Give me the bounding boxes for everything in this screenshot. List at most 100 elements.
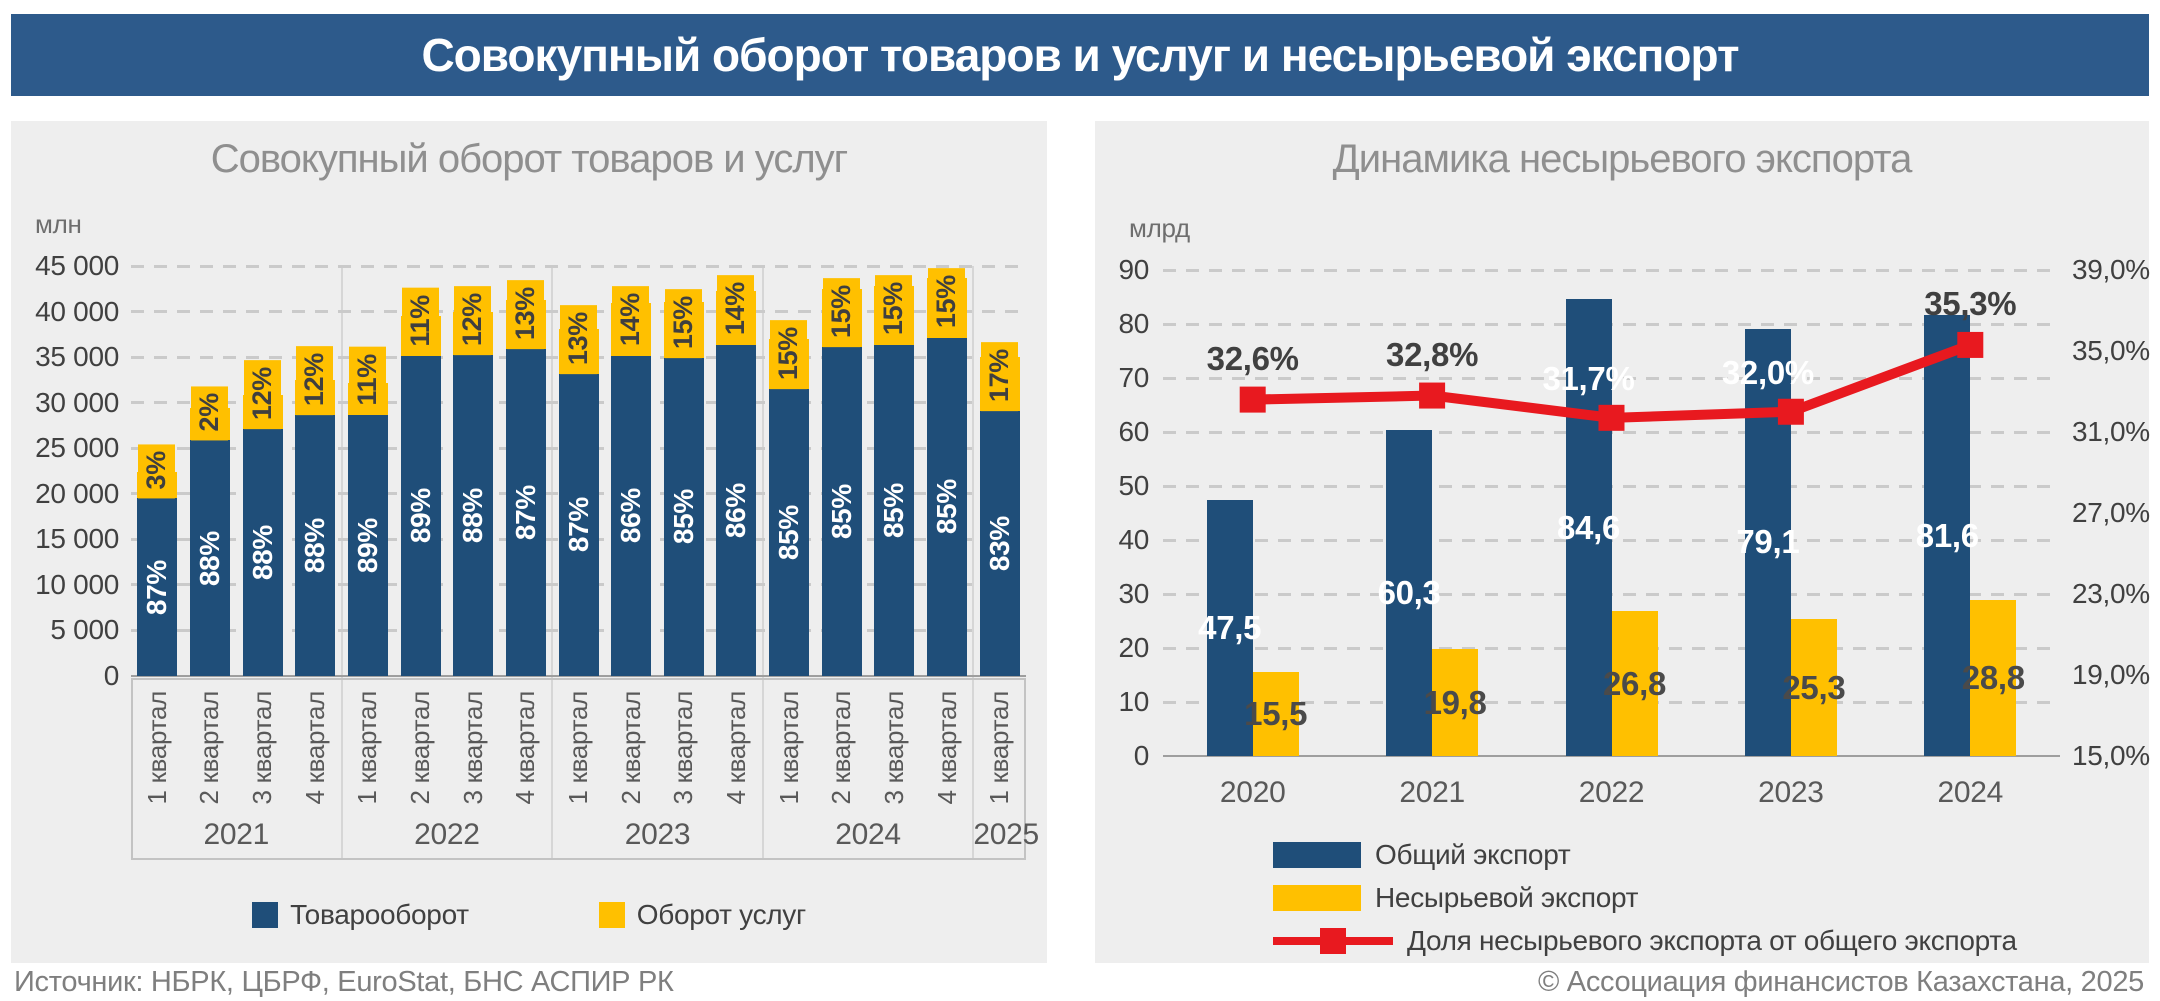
stacked-bar-2021-2: 88% bbox=[189, 408, 230, 676]
services-share-label: 12% bbox=[296, 346, 334, 416]
noncommodity-export-bar-2023: 25,3 bbox=[1782, 619, 1846, 756]
y-axis-tick-label: 25 000 bbox=[35, 432, 119, 464]
y-axis-tick-label: 15 000 bbox=[35, 523, 119, 555]
goods-segment: 88% bbox=[190, 440, 230, 676]
category-label-2021: 2021 bbox=[1399, 776, 1465, 809]
quarter-label-cell: 3 квартал bbox=[236, 684, 289, 812]
y-axis-tick-label: 5 000 bbox=[50, 614, 119, 646]
quarter-label-cell: 1 квартал bbox=[342, 684, 395, 812]
legend-swatch bbox=[598, 902, 625, 928]
year-group-separator bbox=[761, 266, 764, 860]
share-value-label: 35,3% bbox=[1924, 284, 2017, 322]
legend-line-marker bbox=[1320, 928, 1346, 954]
right-axis-tick-label: 35,0% bbox=[2072, 335, 2150, 366]
stacked-bar-2021-3: 88% bbox=[242, 395, 283, 676]
quarter-label-cell: 1 квартал bbox=[552, 684, 605, 812]
goods-share-label: 87% bbox=[141, 559, 173, 615]
export-unit-label: млрд bbox=[1129, 213, 1190, 243]
quarter-label: 2 квартал bbox=[826, 691, 857, 805]
quarter-label-cell: 4 квартал bbox=[500, 684, 553, 812]
source-note: Источник: НБРК, ЦБРФ, EuroStat, БНС АСПИ… bbox=[14, 966, 674, 998]
year-label-2023: 2023 bbox=[624, 818, 691, 851]
quarter-label: 3 квартал bbox=[457, 691, 488, 805]
gridline bbox=[1163, 322, 2060, 326]
right-axis-tick-label: 31,0% bbox=[2072, 416, 2150, 447]
services-share-label: 11% bbox=[401, 288, 439, 356]
quarter-label-cell: 3 квартал bbox=[868, 684, 921, 812]
left-axis-tick-label: 80 bbox=[1118, 308, 1149, 339]
turnover-unit-label: млн bbox=[35, 209, 82, 239]
export-chart-panel: Динамика несырьевого экспорта млрд 47,5 1… bbox=[1095, 121, 2150, 963]
quarter-label-cell: 2 квартал bbox=[605, 684, 658, 812]
services-share-label: 14% bbox=[717, 275, 755, 345]
legend-label: Общий экспорт bbox=[1375, 839, 1571, 870]
services-share-label: 15% bbox=[664, 288, 702, 358]
category-label-2020: 2020 bbox=[1219, 776, 1286, 809]
quarter-label: 4 квартал bbox=[931, 691, 962, 805]
quarter-label: 1 квартал bbox=[352, 691, 383, 805]
services-share-label: 13% bbox=[559, 304, 597, 374]
quarter-label-cell: 1 квартал bbox=[973, 684, 1026, 812]
stacked-bar-2023-4: 86% bbox=[716, 290, 757, 676]
page-title: Совокупный оборот товаров и услуг и несы… bbox=[421, 29, 1739, 81]
legend-item: Доля несырьевого экспорта от общего эксп… bbox=[1273, 925, 2017, 957]
year-label-2021: 2021 bbox=[203, 818, 270, 851]
goods-segment: 85% bbox=[927, 338, 967, 676]
goods-segment: 85% bbox=[664, 358, 704, 676]
services-share-label: 15% bbox=[875, 275, 913, 345]
goods-share-label: 87% bbox=[562, 497, 594, 553]
right-axis-tick-label: 23,0% bbox=[2072, 578, 2150, 609]
share-value-label: 32,8% bbox=[1386, 335, 1479, 373]
share-value-label: 32,6% bbox=[1206, 339, 1299, 377]
stacked-bar-2024-4: 85% bbox=[927, 277, 968, 676]
share-value-label: 31,7% bbox=[1542, 359, 1635, 397]
legend-item: Оборот услуг bbox=[598, 899, 806, 931]
services-share-label: 15% bbox=[928, 268, 966, 338]
services-share-label: 11% bbox=[348, 347, 386, 415]
stacked-bar-2023-1: 87% bbox=[558, 328, 599, 676]
quarter-label-cell: 3 квартал bbox=[657, 684, 710, 812]
goods-segment: 88% bbox=[453, 355, 493, 676]
stacked-bar-2021-4: 88% bbox=[295, 379, 336, 676]
goods-share-label: 88% bbox=[246, 524, 278, 581]
left-axis-tick-label: 30 bbox=[1118, 578, 1149, 609]
goods-share-label: 86% bbox=[720, 482, 752, 538]
total-export-bar-2021: 60,3 bbox=[1378, 430, 1441, 756]
right-axis-tick-label: 39,0% bbox=[2072, 254, 2150, 285]
goods-segment: 85% bbox=[874, 345, 914, 676]
legend-line-swatch bbox=[1273, 928, 1393, 954]
stacked-bar-2024-3: 85% bbox=[874, 286, 915, 676]
gridline bbox=[1163, 430, 2060, 434]
goods-segment: 88% bbox=[243, 429, 283, 676]
right-axis-tick-label: 27,0% bbox=[2072, 497, 2150, 528]
right-axis-tick-label: 19,0% bbox=[2072, 659, 2150, 690]
legend-item: Несырьевой экспорт bbox=[1273, 882, 2017, 914]
quarter-label: 1 квартал bbox=[773, 691, 804, 805]
y-axis-tick-label: 0 bbox=[103, 660, 120, 691]
category-label-2024: 2024 bbox=[1937, 776, 2004, 809]
turnover-chart-title: Совокупный оборот товаров и услуг bbox=[210, 137, 849, 181]
quarter-label-cell: 4 квартал bbox=[289, 684, 342, 812]
year-label-2025: 2025 bbox=[973, 818, 1039, 851]
goods-share-label: 85% bbox=[825, 483, 857, 540]
noncommodity-export-bar-2024: 28,8 bbox=[1962, 600, 2025, 756]
stacked-bar-2022-1: 89% bbox=[347, 382, 388, 676]
gridline bbox=[1163, 592, 2060, 596]
stacked-bar-2023-2: 86% bbox=[611, 303, 652, 676]
share-line-series bbox=[1239, 331, 1984, 431]
quarter-label-cell: 1 квартал bbox=[763, 684, 816, 812]
share-value-label: 32,0% bbox=[1721, 353, 1814, 391]
services-share-label: 2% bbox=[190, 385, 228, 441]
legend-swatch bbox=[1273, 842, 1361, 868]
turnover-chart-panel: Совокупный оборот товаров и услуг млн 87… bbox=[11, 121, 1047, 963]
year-label-2024: 2024 bbox=[835, 818, 901, 851]
goods-segment: 85% bbox=[822, 347, 862, 676]
turnover-legend: Товарооборот Оборот услуг bbox=[11, 899, 1047, 931]
quarter-label: 2 квартал bbox=[405, 691, 436, 805]
noncommodity-export-bar-2021: 19,8 bbox=[1424, 649, 1487, 756]
quarter-label: 2 квартал bbox=[194, 691, 225, 805]
total-export-bar-2022: 84,6 bbox=[1557, 299, 1620, 756]
year-group-separator bbox=[340, 266, 343, 860]
goods-share-label: 85% bbox=[931, 479, 963, 535]
